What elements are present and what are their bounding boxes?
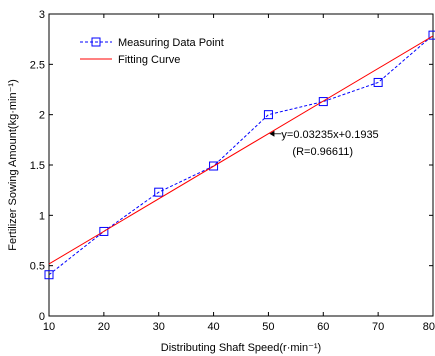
annotation-r-value: (R=0.96611) bbox=[292, 146, 353, 158]
data-point-marker bbox=[209, 161, 219, 171]
legend-entry-measuring: Measuring Data Point bbox=[80, 37, 224, 49]
y-tick-label: 0 bbox=[39, 311, 45, 323]
data-point-marker bbox=[428, 30, 435, 40]
legend-entry-fitting: Fitting Curve bbox=[80, 54, 180, 66]
legend-label-measuring: Measuring Data Point bbox=[118, 37, 224, 49]
fitting-curve-line bbox=[48, 35, 434, 265]
x-tick-label: 30 bbox=[153, 321, 165, 333]
y-tick-label: 2 bbox=[39, 110, 45, 122]
legend-label-fitting: Fitting Curve bbox=[118, 54, 180, 66]
data-point-marker bbox=[44, 270, 54, 280]
plot-area bbox=[48, 13, 434, 317]
measuring-data-line bbox=[48, 34, 434, 276]
y-tick-label: 0.5 bbox=[30, 261, 45, 273]
x-tick-label: 40 bbox=[207, 321, 219, 333]
x-axis: 10 20 30 40 50 60 70 80 bbox=[43, 14, 435, 333]
y-tick-label: 1.5 bbox=[30, 160, 45, 172]
series-layer bbox=[44, 30, 435, 280]
data-point-marker bbox=[99, 226, 109, 236]
y-axis-label: Fertilizer Sowing Amount(kg·min⁻¹) bbox=[7, 79, 19, 250]
legend-marker-measuring bbox=[91, 37, 101, 47]
data-point-marker bbox=[318, 97, 328, 107]
annotation: y=0.03235x+0.1935 (R=0.96611) bbox=[269, 129, 379, 158]
y-axis: 0 0.5 1 1.5 2 2.5 3 bbox=[30, 9, 433, 323]
x-tick-label: 80 bbox=[423, 321, 435, 333]
x-tick-label: 10 bbox=[43, 321, 55, 333]
annotation-arrowhead bbox=[269, 130, 275, 137]
y-tick-label: 3 bbox=[39, 9, 45, 21]
data-point-marker bbox=[263, 110, 273, 120]
data-point-marker bbox=[373, 77, 383, 87]
x-tick-label: 20 bbox=[98, 321, 110, 333]
x-axis-label: Distributing Shaft Speed(r·min⁻¹) bbox=[161, 342, 321, 354]
x-tick-label: 60 bbox=[317, 321, 329, 333]
y-tick-label: 2.5 bbox=[30, 59, 45, 71]
x-tick-label: 50 bbox=[262, 321, 274, 333]
data-point-marker bbox=[154, 187, 164, 197]
x-tick-label: 70 bbox=[372, 321, 384, 333]
annotation-equation: y=0.03235x+0.1935 bbox=[281, 129, 378, 141]
legend: Measuring Data Point Fitting Curve bbox=[80, 37, 224, 66]
y-tick-label: 1 bbox=[39, 210, 45, 222]
